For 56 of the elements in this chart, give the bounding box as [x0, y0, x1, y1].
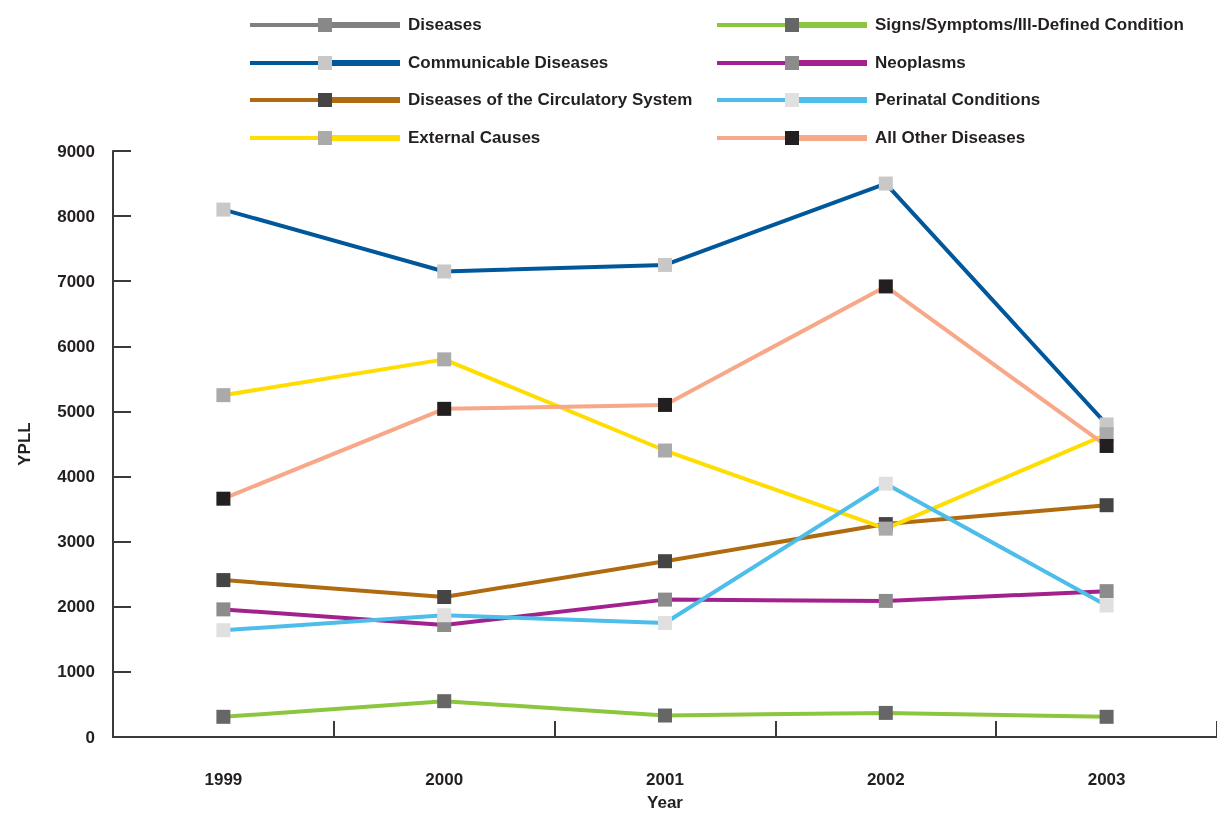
- point: [216, 202, 231, 217]
- y-tick-label: 9000: [57, 141, 95, 161]
- point: [1099, 598, 1114, 613]
- x-tick-label: 2002: [866, 770, 905, 789]
- legend-label: Signs/Symptoms/Ill-Defined Condition: [875, 15, 1184, 35]
- point: [216, 602, 231, 617]
- point: [658, 554, 672, 569]
- point: [878, 476, 893, 491]
- point: [658, 592, 672, 607]
- point: [437, 694, 452, 709]
- point: [878, 705, 893, 720]
- x-tick-label: 2001: [646, 770, 684, 789]
- x-tick-label: 2003: [1087, 770, 1126, 789]
- y-tick-label: 4000: [57, 467, 95, 487]
- x-tick-label: 2000: [425, 770, 464, 789]
- point: [437, 590, 452, 605]
- point: [878, 521, 893, 536]
- point: [878, 279, 893, 294]
- point: [437, 608, 452, 623]
- point: [878, 593, 893, 608]
- point: [658, 443, 672, 458]
- point: [878, 176, 893, 191]
- legend-label: External Causes: [408, 128, 541, 149]
- point: [437, 264, 452, 279]
- y-tick-label: 3000: [57, 532, 95, 552]
- point: [1099, 709, 1114, 724]
- legend-label: Diseases: [408, 15, 482, 35]
- y-tick-label: 1000: [57, 662, 95, 682]
- point: [658, 708, 672, 723]
- legend-label: Diseases of the Circulatory System: [408, 90, 693, 111]
- point: [216, 491, 231, 506]
- point: [216, 573, 231, 588]
- y-tick-label: 8000: [57, 206, 95, 226]
- point: [437, 401, 452, 416]
- y-tick-label: 2000: [57, 597, 95, 617]
- legend-label: Neoplasms: [875, 52, 966, 73]
- point: [216, 388, 231, 403]
- point: [1099, 438, 1114, 453]
- y-tick-label: 0: [85, 727, 95, 747]
- legend-label: Communicable Diseases: [408, 52, 609, 73]
- y-tick-label: 5000: [57, 401, 95, 421]
- point: [1099, 498, 1114, 513]
- x-tick-label: 1999: [204, 770, 243, 789]
- point: [658, 397, 672, 412]
- y-tick-label: 7000: [57, 271, 95, 291]
- point: [437, 352, 452, 367]
- x-axis-title: Year: [647, 793, 684, 812]
- point: [1099, 584, 1114, 599]
- y-tick-label: 6000: [57, 336, 95, 356]
- point: [216, 709, 231, 724]
- point: [216, 623, 231, 638]
- point: [658, 616, 672, 631]
- point: [658, 257, 672, 272]
- legend-label: All Other Diseases: [875, 128, 1026, 149]
- legend-label: Perinatal Conditions: [875, 90, 1041, 111]
- y-axis-title: YPLL: [15, 422, 34, 466]
